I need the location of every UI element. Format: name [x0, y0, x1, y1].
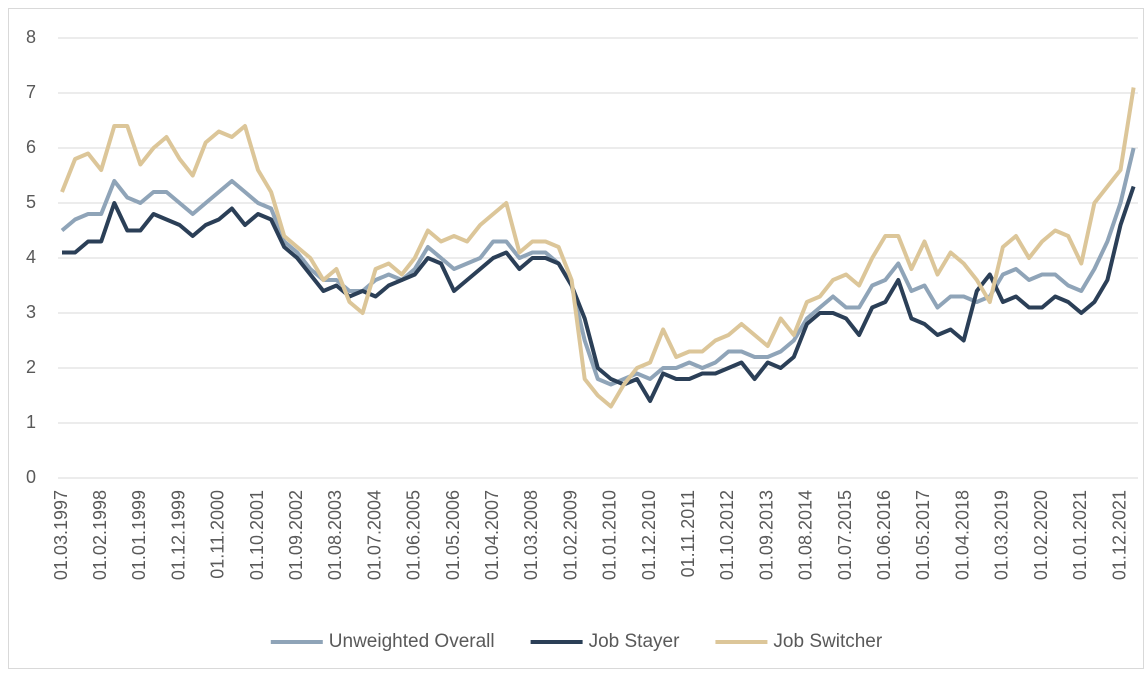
legend-label: Unweighted Overall — [329, 631, 495, 652]
y-tick-label: 3 — [26, 302, 36, 322]
y-tick-label: 6 — [26, 137, 36, 157]
x-tick-label: 01.05.2006 — [443, 490, 463, 580]
x-tick-label: 01.07.2015 — [835, 490, 855, 580]
x-tick-label: 01.04.2018 — [952, 490, 972, 580]
x-tick-label: 01.12.1999 — [168, 490, 188, 580]
x-tick-label: 01.03.2019 — [992, 490, 1012, 580]
x-tick-label: 01.01.2010 — [600, 490, 620, 580]
x-tick-label: 01.02.2009 — [560, 490, 580, 580]
y-tick-label: 0 — [26, 467, 36, 487]
x-tick-label: 01.01.2021 — [1070, 490, 1090, 580]
y-tick-label: 8 — [26, 27, 36, 47]
y-tick-label: 1 — [26, 412, 36, 432]
line-series — [62, 185, 1136, 403]
x-tick-label: 01.01.1999 — [129, 490, 149, 580]
x-tick-label: 01.12.2021 — [1109, 490, 1129, 580]
x-tick-label: 01.12.2010 — [639, 490, 659, 580]
x-tick-label: 01.08.2014 — [796, 490, 816, 580]
y-tick-label: 5 — [26, 192, 36, 212]
legend-label: Job Stayer — [589, 631, 680, 652]
legend-label: Job Switcher — [773, 631, 882, 652]
x-tick-label: 01.06.2005 — [404, 490, 424, 580]
y-tick-label: 2 — [26, 357, 36, 377]
x-tick-label: 01.02.2020 — [1031, 490, 1051, 580]
line-series — [60, 147, 1136, 387]
x-tick-label: 01.09.2013 — [756, 490, 776, 580]
x-tick-label: 01.03.2008 — [521, 490, 541, 580]
x-tick-label: 01.03.1997 — [51, 490, 71, 580]
x-tick-label: 01.08.2003 — [325, 490, 345, 580]
x-tick-label: 01.06.2016 — [874, 490, 894, 580]
legend: Unweighted Overall Job Stayer Job Switcher — [270, 631, 883, 652]
x-tick-label: 01.05.2017 — [913, 490, 933, 580]
y-tick-label: 7 — [26, 82, 36, 102]
x-tick-label: 01.11.2011 — [678, 490, 698, 577]
x-tick-label: 01.04.2007 — [482, 490, 502, 580]
x-tick-label: 01.02.1998 — [90, 490, 110, 580]
chart-border — [8, 8, 1144, 669]
line-series — [60, 87, 1136, 409]
x-tick-label: 01.10.2012 — [717, 490, 737, 580]
x-tick-label: 01.10.2001 — [247, 490, 267, 580]
x-tick-label: 01.11.2000 — [208, 490, 228, 579]
x-tick-label: 01.09.2002 — [286, 490, 306, 580]
y-tick-label: 4 — [26, 247, 36, 267]
x-tick-label: 01.07.2004 — [364, 490, 384, 580]
